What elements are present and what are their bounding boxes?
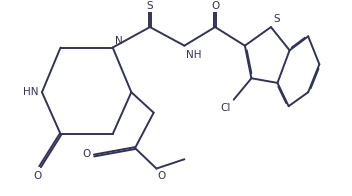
Text: N: N	[114, 36, 122, 46]
Text: S: S	[147, 1, 153, 11]
Text: Cl: Cl	[221, 103, 231, 113]
Text: S: S	[274, 14, 280, 24]
Text: O: O	[211, 1, 219, 11]
Text: O: O	[82, 149, 90, 159]
Text: NH: NH	[186, 50, 202, 60]
Text: O: O	[33, 171, 42, 181]
Text: HN: HN	[23, 87, 38, 97]
Text: O: O	[157, 171, 166, 181]
